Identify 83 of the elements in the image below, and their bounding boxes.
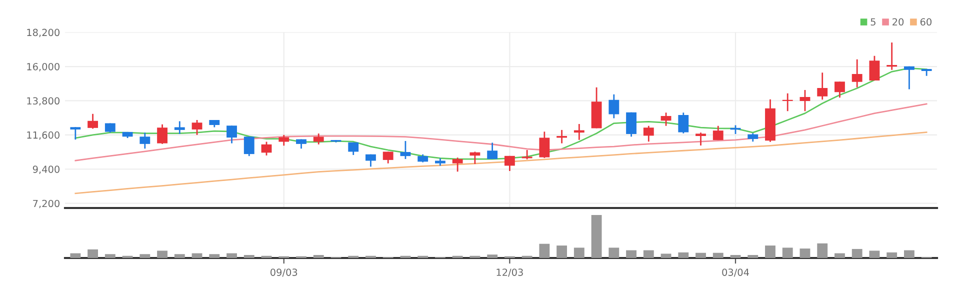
candlestick bbox=[88, 113, 98, 130]
bar bbox=[730, 254, 741, 258]
bar bbox=[556, 246, 568, 258]
bar bbox=[192, 253, 202, 258]
x-tick-label: 09/03 bbox=[270, 268, 298, 277]
bar bbox=[209, 254, 220, 258]
bar bbox=[70, 253, 81, 258]
bar bbox=[104, 254, 116, 258]
bar bbox=[660, 254, 672, 258]
bar bbox=[712, 252, 724, 258]
bar bbox=[765, 246, 776, 258]
candlestick bbox=[608, 94, 620, 119]
bar bbox=[157, 250, 168, 258]
bar bbox=[886, 252, 898, 258]
candlestick bbox=[313, 132, 324, 146]
bar bbox=[487, 254, 498, 258]
legend-label: 60 bbox=[920, 18, 932, 26]
candlestick bbox=[678, 112, 689, 134]
y-tick-label: 9,400 bbox=[32, 166, 60, 174]
bar bbox=[643, 250, 654, 258]
candlestick bbox=[626, 112, 636, 138]
candlestick bbox=[382, 151, 394, 164]
bar bbox=[313, 254, 324, 258]
candlestick bbox=[366, 154, 376, 168]
candlestick bbox=[261, 141, 272, 156]
bar bbox=[626, 250, 636, 258]
candlestick bbox=[904, 66, 914, 90]
candlestick bbox=[712, 125, 724, 141]
candlestick bbox=[643, 125, 654, 142]
y-tick-label: 7,200 bbox=[33, 200, 60, 208]
candlestick bbox=[157, 124, 168, 145]
bar bbox=[244, 254, 254, 258]
bar bbox=[574, 248, 584, 258]
y-tick-label: 11,600 bbox=[27, 131, 60, 140]
candlestick bbox=[660, 112, 672, 127]
candlestick bbox=[278, 134, 290, 146]
candlestick bbox=[852, 58, 862, 88]
line-series bbox=[74, 103, 928, 162]
candlestick bbox=[539, 130, 550, 159]
candlestick bbox=[696, 132, 706, 146]
candlestick bbox=[452, 156, 463, 172]
candlestick bbox=[226, 124, 237, 144]
candlestick bbox=[800, 89, 810, 112]
y-tick-label: 16,000 bbox=[27, 62, 60, 72]
candlestick bbox=[522, 149, 532, 160]
candlestick bbox=[869, 55, 880, 82]
candlestick bbox=[504, 155, 515, 172]
candlestick bbox=[834, 80, 845, 98]
bar bbox=[748, 254, 758, 258]
candlestick bbox=[782, 92, 793, 112]
candlestick bbox=[174, 120, 185, 135]
bar bbox=[678, 252, 689, 258]
bar bbox=[591, 215, 602, 258]
candlestick bbox=[348, 142, 359, 156]
bar bbox=[852, 248, 862, 258]
bar bbox=[608, 248, 620, 258]
bar bbox=[800, 248, 810, 258]
bar bbox=[539, 244, 550, 258]
line-series bbox=[74, 132, 928, 194]
candlestick bbox=[400, 140, 411, 160]
bar bbox=[817, 243, 828, 258]
x-tick-label: 12/03 bbox=[496, 268, 523, 277]
bar bbox=[174, 254, 185, 258]
bar bbox=[696, 252, 706, 258]
bar bbox=[140, 254, 150, 258]
bar bbox=[226, 253, 237, 258]
candlestick bbox=[70, 126, 81, 140]
candlestick bbox=[140, 132, 150, 150]
bar bbox=[904, 250, 914, 258]
candlestick bbox=[487, 142, 498, 160]
y-tick-label: 13,800 bbox=[27, 97, 60, 106]
candlestick bbox=[192, 119, 202, 136]
bar bbox=[88, 249, 98, 258]
bar bbox=[869, 250, 880, 258]
candlestick bbox=[470, 151, 480, 165]
x-tick-label: 03/04 bbox=[722, 268, 749, 277]
candlestick bbox=[817, 72, 828, 100]
y-tick-label: 18,200 bbox=[27, 28, 60, 38]
bar bbox=[834, 253, 845, 258]
candlestick bbox=[244, 136, 254, 157]
bar bbox=[782, 248, 793, 258]
legend-label: 5 bbox=[870, 18, 876, 26]
legend-label: 20 bbox=[892, 18, 904, 26]
